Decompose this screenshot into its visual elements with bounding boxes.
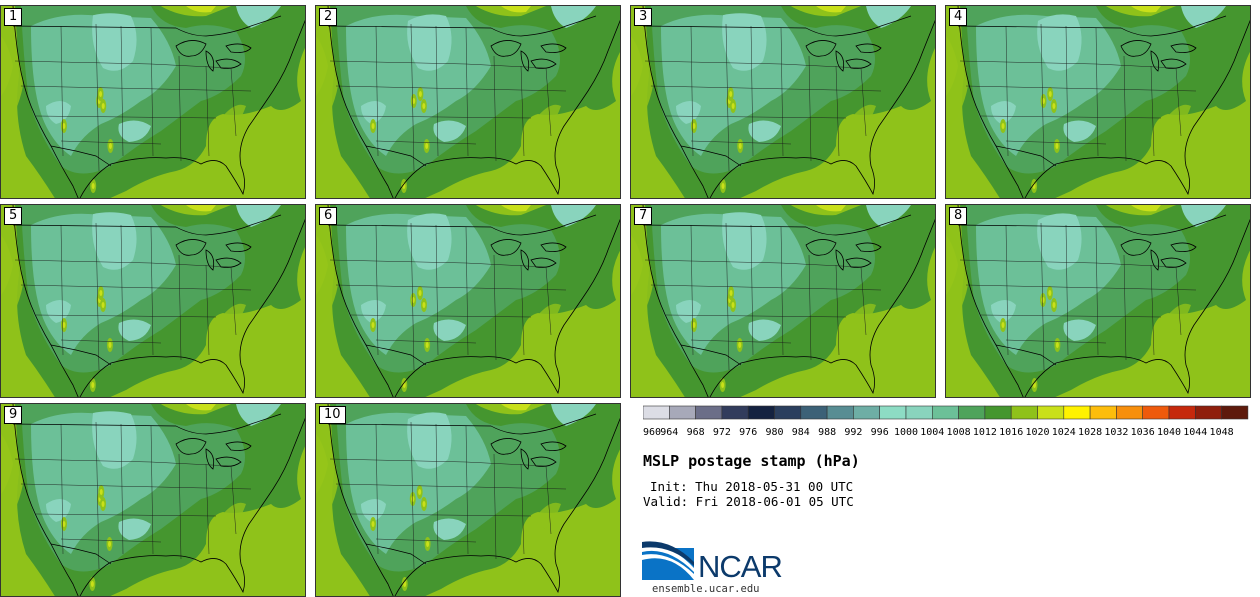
map-panel-5: 5 (0, 204, 306, 398)
colorbar-swatch (958, 405, 986, 420)
colorbar-tick-label: 968 (687, 427, 705, 438)
colorbar-swatch (643, 405, 670, 420)
colorbar-swatch (879, 405, 907, 420)
colorbar-tick-label: 976 (739, 427, 757, 438)
colorbar-tick-label: 1036 (1131, 427, 1155, 438)
colorbar-swatch (747, 405, 775, 420)
colorbar-swatch (931, 405, 959, 420)
colorbar-tick-label: 960 (643, 427, 661, 438)
colorbar-tick-label: 1028 (1078, 427, 1102, 438)
colorbar-tick-label: 1008 (947, 427, 971, 438)
colorbar-tick-label: 1024 (1052, 427, 1076, 438)
colorbar-tick-label: 1012 (973, 427, 997, 438)
colorbar-tick-label: 1020 (1025, 427, 1049, 438)
map-panel-7: 7 (630, 204, 936, 398)
colorbar-swatch (1037, 405, 1065, 420)
colorbar-legend: 960 964 968 972 976 980 984 988 992 996 1000 1004 10… (643, 405, 1249, 438)
colorbar-swatch (853, 405, 880, 420)
panel-number: 8 (949, 207, 968, 225)
mslp-map (316, 205, 620, 397)
colorbar-swatch (1063, 405, 1091, 420)
colorbar-swatch (774, 405, 802, 420)
colorbar-tick-label: 988 (818, 427, 836, 438)
colorbar-tick-label: 1048 (1210, 427, 1234, 438)
map-panel-1: 1 (0, 5, 306, 199)
colorbar-tick-label: 992 (844, 427, 862, 438)
map-panel-10: 10 (315, 403, 621, 597)
mslp-map (1, 404, 305, 596)
colorbar-swatch (826, 405, 854, 420)
map-panel-6: 6 (315, 204, 621, 398)
colorbar-tick-label: 1016 (999, 427, 1023, 438)
colorbar-tick-label: 1040 (1157, 427, 1181, 438)
ncar-url: ensemble.ucar.edu (652, 583, 760, 595)
colorbar-swatch (1010, 405, 1038, 420)
colorbar-swatch (984, 405, 1012, 420)
mslp-map (316, 6, 620, 198)
colorbar-tick-label: 1000 (894, 427, 918, 438)
panel-number: 9 (4, 406, 23, 424)
mslp-map (631, 6, 935, 198)
mslp-map (631, 205, 935, 397)
colorbar-swatch (905, 405, 933, 420)
panel-number: 1 (4, 8, 23, 26)
colorbar-tick-label: 964 (660, 427, 678, 438)
colorbar-swatch (1221, 405, 1249, 420)
init-time: Init: Thu 2018-05-31 00 UTC (650, 479, 854, 494)
colorbar-tick-label: 972 (713, 427, 731, 438)
mslp-map (946, 205, 1250, 397)
chart-title: MSLP postage stamp (hPa) (643, 452, 860, 470)
colorbar-swatch (1089, 405, 1117, 420)
colorbar-swatch (721, 405, 749, 420)
colorbar-swatch (1116, 405, 1143, 420)
colorbar-tick-label: 980 (765, 427, 783, 438)
colorbar-swatch (1142, 405, 1170, 420)
map-panel-9: 9 (0, 403, 306, 597)
colorbar-tick-label: 1032 (1104, 427, 1128, 438)
panel-number: 6 (319, 207, 338, 225)
map-panel-2: 2 (315, 5, 621, 199)
valid-time: Valid: Fri 2018-06-01 05 UTC (643, 494, 854, 509)
map-panel-8: 8 (945, 204, 1251, 398)
colorbar-tick-label: 984 (792, 427, 810, 438)
colorbar-tick-label: 1044 (1183, 427, 1207, 438)
colorbar-swatch (800, 405, 828, 420)
ncar-logo-icon (642, 541, 694, 580)
colorbar-tick-label: 1004 (920, 427, 944, 438)
panel-number: 2 (319, 8, 338, 26)
panel-number: 7 (634, 207, 653, 225)
mslp-map (1, 205, 305, 397)
mslp-map (946, 6, 1250, 198)
colorbar-swatch (1194, 405, 1222, 420)
colorbar-tick-label: 996 (871, 427, 889, 438)
colorbar-swatch (695, 405, 723, 420)
panel-number: 5 (4, 207, 23, 225)
panel-number: 4 (949, 8, 968, 26)
panel-number: 10 (319, 406, 346, 424)
ncar-logo-text: NCAR (698, 549, 783, 584)
colorbar-swatch (668, 405, 696, 420)
map-panel-3: 3 (630, 5, 936, 199)
panel-number: 3 (634, 8, 653, 26)
map-panel-4: 4 (945, 5, 1251, 199)
colorbar-swatch (1168, 405, 1196, 420)
mslp-map (316, 404, 620, 596)
mslp-map (1, 6, 305, 198)
